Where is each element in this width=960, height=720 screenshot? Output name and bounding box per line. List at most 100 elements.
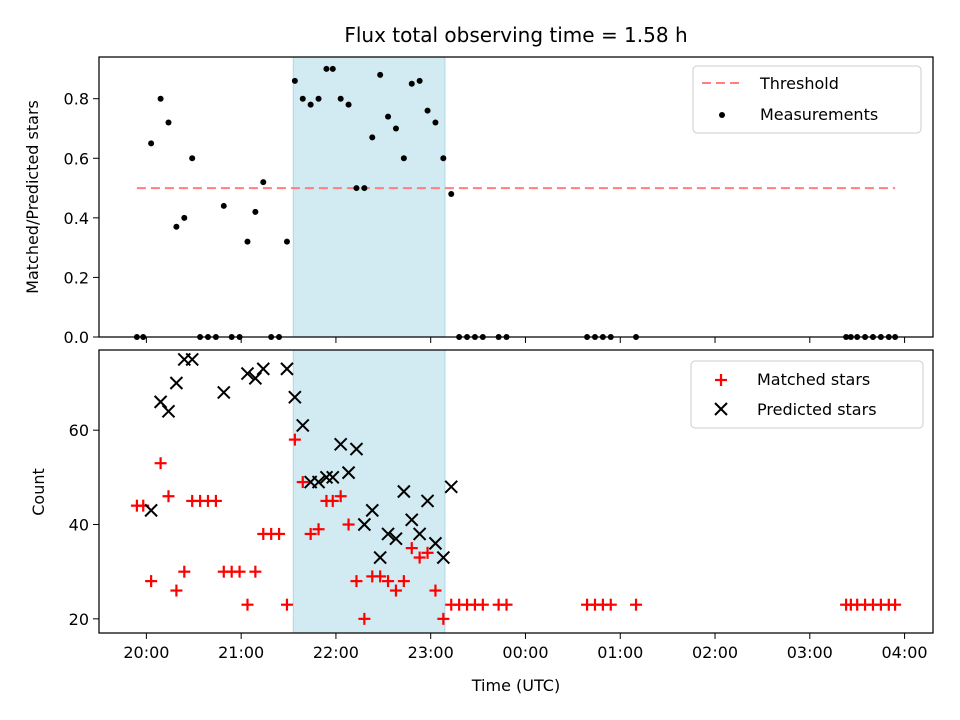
measurement-point: [337, 95, 344, 102]
legend-threshold-label: Threshold: [759, 74, 839, 93]
predicted-star-point: [428, 536, 443, 551]
cross-stroke-b: [365, 503, 379, 518]
measurement-point: [385, 113, 392, 120]
matched-star-point: [476, 598, 489, 611]
legend-predicted-swatch: [714, 402, 728, 416]
predicted-star-point: [256, 362, 270, 376]
y-tick-label: 0.8: [64, 90, 89, 109]
measurement-point: [369, 134, 376, 141]
cross-stroke-b: [256, 362, 270, 376]
predicted-star-point: [240, 366, 255, 381]
x-tick-label: 01:00: [597, 643, 643, 662]
cross-stroke-b: [185, 352, 199, 367]
x-tick-label: 03:00: [787, 643, 833, 662]
x-tick-label: 02:00: [692, 643, 738, 662]
cross-stroke-b: [161, 404, 176, 419]
y-tick-label: 0.4: [64, 209, 89, 228]
measurement-point: [307, 101, 314, 108]
y-tick-label: 60: [69, 421, 89, 440]
x-tick-label: 23:00: [408, 643, 454, 662]
predicted-star-point: [365, 503, 379, 518]
cross-stroke-b: [444, 480, 458, 494]
measurement-point: [448, 191, 455, 198]
measurement-point: [173, 223, 180, 230]
measurement-point: [400, 155, 407, 162]
predicted-star-point: [144, 503, 158, 518]
matched-star-point: [421, 546, 434, 559]
matched-star-point: [437, 612, 450, 625]
shaded-region: [292, 349, 446, 634]
y-tick-label: 0.2: [64, 268, 89, 287]
matched-star-point: [382, 575, 395, 588]
matched-star-point: [334, 490, 347, 503]
predicted-star-point: [405, 513, 419, 527]
x-tick-label: 20:00: [123, 643, 169, 662]
matched-star-point: [374, 570, 387, 583]
bottom-y-axis-label: Count: [29, 468, 48, 516]
measurement-point: [353, 185, 360, 192]
cross-stroke-b: [373, 550, 387, 565]
measurement-point: [181, 214, 188, 221]
cross-stroke-b: [412, 527, 427, 541]
predicted-star-point: [169, 376, 184, 390]
matched-star-point: [280, 598, 293, 611]
x-axis-label: Time (UTC): [471, 676, 560, 695]
cross-stroke-b: [357, 517, 372, 532]
cross-stroke-b: [420, 494, 435, 508]
cross-stroke-b: [714, 402, 728, 416]
matched-star-point: [273, 527, 286, 540]
predicted-star-point: [217, 385, 231, 400]
legend-measurements-swatch: [719, 112, 725, 118]
top-legend-box: [692, 65, 922, 134]
measurement-point: [260, 179, 267, 186]
cross-stroke-b: [341, 465, 356, 480]
matched-star-point: [389, 584, 402, 597]
bottom-legend-box: [690, 360, 924, 429]
predicted-star-point: [280, 362, 294, 376]
predicted-star-point: [333, 437, 348, 452]
cross-stroke-b: [349, 442, 364, 456]
measurement-point: [315, 95, 322, 102]
matched-star-point: [326, 494, 339, 507]
predicted-star-point: [397, 484, 411, 499]
cross-stroke-b: [280, 362, 294, 376]
matched-star-point: [288, 433, 301, 446]
predicted-star-point: [161, 404, 176, 419]
measurement-point: [283, 238, 290, 245]
y-tick-label: 0.0: [64, 328, 89, 347]
matched-star-point: [162, 490, 175, 503]
matched-star-point: [170, 584, 183, 597]
predicted-star-point: [153, 395, 168, 409]
measurement-point: [424, 107, 431, 114]
measurement-point: [244, 238, 251, 245]
legend-matched-swatch: [715, 374, 727, 386]
matched-star-point: [145, 575, 158, 588]
cross-stroke-b: [296, 418, 310, 433]
cross-stroke-b: [144, 503, 158, 518]
predicted-star-point: [349, 442, 364, 456]
matched-star-point: [429, 584, 442, 597]
measurement-point: [432, 119, 439, 126]
matched-star-point: [249, 565, 262, 578]
x-tick-label: 00:00: [502, 643, 548, 662]
predicted-star-point: [296, 418, 310, 433]
predicted-star-point: [420, 494, 435, 508]
predicted-star-point: [311, 475, 326, 489]
bottom-legend: Matched stars Predicted stars: [690, 360, 924, 429]
measurement-point: [189, 155, 196, 162]
x-tick-label: 21:00: [218, 643, 264, 662]
y-tick-label: 40: [69, 516, 89, 535]
matched-star-point: [233, 565, 246, 578]
predicted-star-point: [248, 371, 263, 386]
predicted-star-point: [326, 470, 340, 485]
top-legend: Threshold Measurements: [692, 65, 922, 134]
x-tick-label: 22:00: [313, 643, 359, 662]
measurement-point: [440, 155, 447, 162]
measurement-point: [148, 140, 155, 147]
y-tick-label: 20: [69, 610, 89, 629]
predicted-star-point: [444, 480, 458, 494]
matched-star-point: [500, 598, 513, 611]
measurement-point: [157, 95, 164, 102]
legend-matched-label: Matched stars: [757, 370, 870, 389]
